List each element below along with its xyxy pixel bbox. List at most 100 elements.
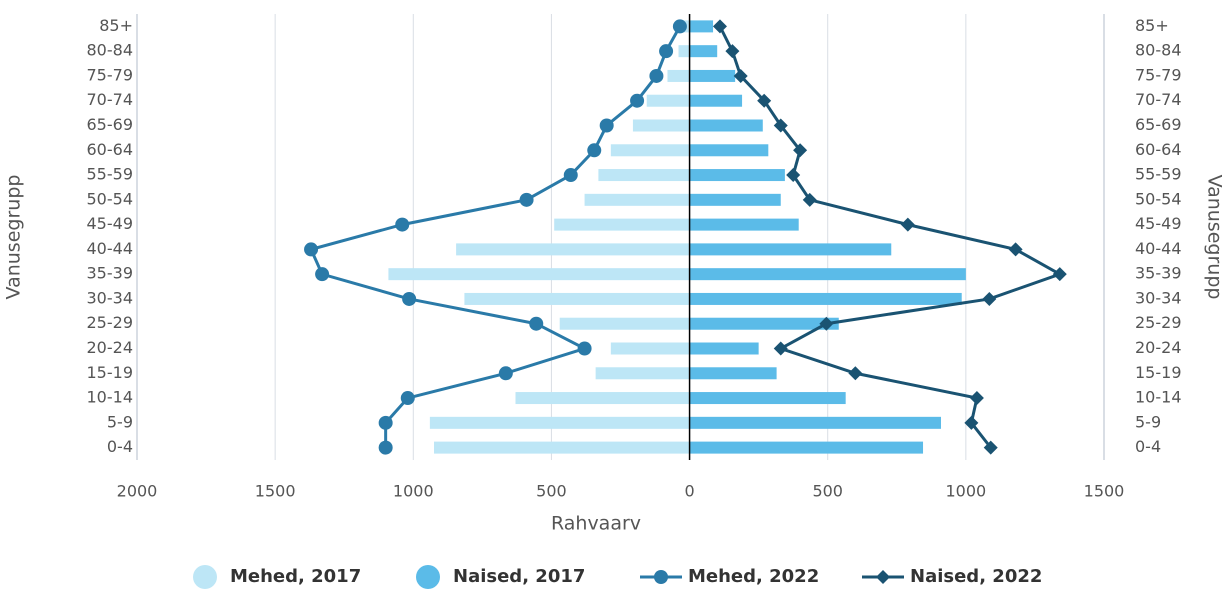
x-tick-label: 1500 [1084, 482, 1125, 501]
marker [315, 267, 330, 282]
y-tick-label-right: 40-44 [1135, 239, 1182, 258]
bar [689, 94, 743, 107]
x-tick-label: 2000 [117, 482, 158, 501]
y-tick-label: 25-29 [87, 313, 134, 332]
marker [848, 366, 863, 381]
x-tick-label: 1500 [255, 482, 296, 501]
bar [646, 94, 690, 107]
line [308, 25, 682, 448]
y-tick-label: 10-14 [87, 388, 134, 407]
marker [802, 192, 817, 207]
bar [632, 119, 690, 132]
bar [678, 45, 690, 58]
bar [689, 69, 736, 82]
y-tick-label-right: 30-34 [1135, 288, 1182, 307]
y-tick-label: 5-9 [107, 412, 133, 431]
y-tick-label-right: 80-84 [1135, 41, 1182, 60]
marker [395, 217, 410, 232]
bar [667, 69, 690, 82]
marker [900, 217, 915, 232]
bar [559, 317, 690, 330]
y-tick-label-right: 70-74 [1135, 90, 1182, 109]
y-axis-title: Vanusegrupp [3, 175, 25, 300]
marker [577, 341, 592, 356]
y-tick-label: 80-84 [87, 41, 134, 60]
y-tick-label: 60-64 [87, 140, 134, 159]
bar [456, 243, 690, 256]
y-tick-label: 15-19 [87, 363, 134, 382]
marker [498, 366, 513, 381]
bar [689, 119, 763, 132]
bar [610, 342, 690, 355]
y-tick-label-right: 60-64 [1135, 140, 1182, 159]
marker [630, 93, 645, 108]
y-tick-label-right: 20-24 [1135, 338, 1182, 357]
bar [429, 416, 690, 429]
marker [757, 93, 772, 108]
bar [689, 169, 785, 182]
legend-swatch [654, 570, 668, 584]
line [718, 25, 1064, 449]
y-tick-label-right: 75-79 [1135, 65, 1182, 84]
legend-swatch [876, 570, 890, 584]
marker [786, 168, 801, 183]
y-tick-label-right: 85+ [1135, 16, 1169, 35]
marker [1008, 242, 1023, 257]
y-tick-label-right: 10-14 [1135, 388, 1182, 407]
x-tick-label: 1000 [393, 482, 434, 501]
marker [519, 192, 534, 207]
bar [464, 292, 690, 305]
marker [712, 19, 727, 34]
bar [689, 193, 781, 206]
x-tick-label: 500 [812, 482, 843, 501]
marker [773, 118, 788, 133]
marker [649, 68, 664, 83]
bar [689, 441, 924, 454]
marker [773, 341, 788, 356]
bar [689, 367, 777, 380]
marker [969, 391, 984, 406]
marker [599, 118, 614, 133]
marker [402, 291, 417, 306]
y-tick-label-right: 35-39 [1135, 264, 1182, 283]
y-tick-label-right: 45-49 [1135, 214, 1182, 233]
bar [689, 392, 846, 405]
marker [400, 391, 415, 406]
marker [964, 415, 979, 430]
y-axis-title-right: Vanusegrupp [1204, 175, 1226, 300]
y-tick-label: 75-79 [87, 65, 134, 84]
y-tick-label: 85+ [99, 16, 133, 35]
y-tick-label: 45-49 [87, 214, 134, 233]
bar [689, 45, 718, 58]
marker [378, 440, 393, 455]
y-tick-label: 50-54 [87, 189, 134, 208]
bar [689, 416, 941, 429]
y-tick-label-right: 15-19 [1135, 363, 1182, 382]
bar [584, 193, 690, 206]
bar [515, 392, 690, 405]
marker [659, 44, 674, 59]
y-tick-label-right: 50-54 [1135, 189, 1182, 208]
y-tick-label-right: 55-59 [1135, 165, 1182, 184]
legend-label: Naised, 2017 [453, 566, 585, 587]
bar [689, 144, 769, 157]
y-tick-label: 65-69 [87, 115, 134, 134]
marker [819, 316, 834, 331]
marker [563, 168, 578, 183]
legend-label: Naised, 2022 [910, 566, 1042, 587]
y-tick-label: 35-39 [87, 264, 134, 283]
bar [554, 218, 690, 231]
bar [689, 317, 839, 330]
y-tick-label: 30-34 [87, 288, 134, 307]
marker [587, 143, 602, 158]
bar [388, 268, 690, 281]
marker [982, 291, 997, 306]
x-tick-label: 500 [536, 482, 567, 501]
bar [598, 169, 690, 182]
y-tick-label: 70-74 [87, 90, 134, 109]
legend-swatch [193, 565, 217, 589]
bar [689, 292, 962, 305]
legend-label: Mehed, 2017 [230, 566, 361, 587]
marker [304, 242, 319, 257]
y-tick-label-right: 25-29 [1135, 313, 1182, 332]
